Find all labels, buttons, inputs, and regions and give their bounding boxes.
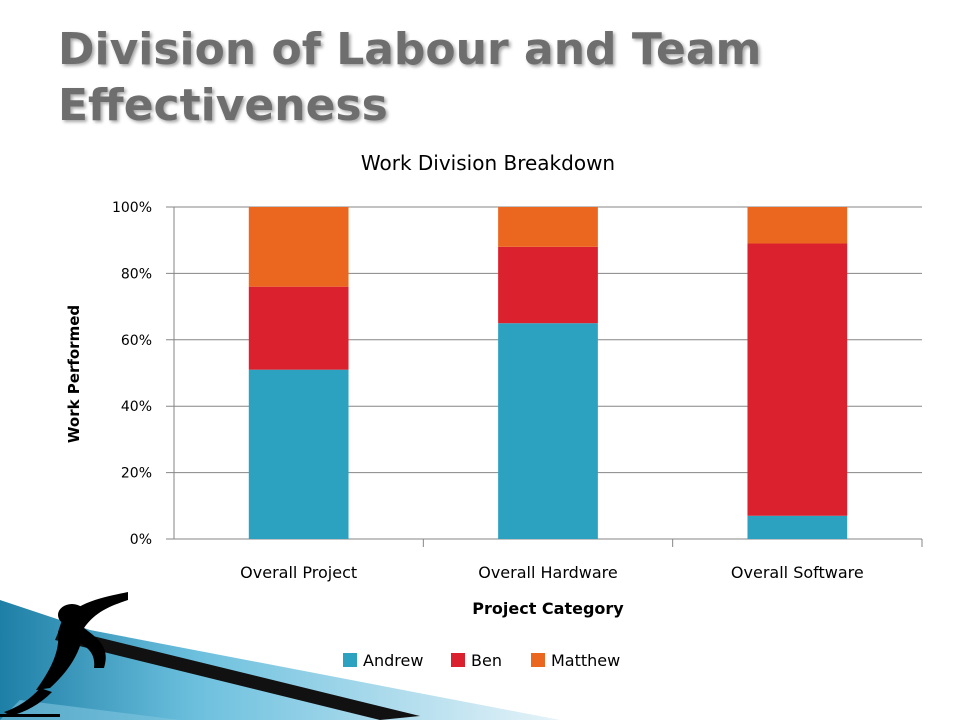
bar-ben-3 xyxy=(747,243,848,516)
legend-label-ben: Ben xyxy=(471,651,502,670)
y-tick-label: 0% xyxy=(130,532,152,548)
y-axis-ticks: 0% 20% 40% 60% 80% 100% xyxy=(112,200,152,548)
y-tick-label: 80% xyxy=(121,266,152,282)
bar-ben-2 xyxy=(498,246,598,324)
legend-swatch-matthew xyxy=(531,653,545,667)
x-axis-ticks: Overall Project Overall Hardware Overall S… xyxy=(240,539,923,582)
bar-andrew-2 xyxy=(498,323,598,539)
chart-bars xyxy=(248,207,848,539)
bar-matthew-2 xyxy=(498,207,598,247)
legend-swatch-ben xyxy=(451,653,465,667)
slide-title: Division of Labour and Team Effectivenes… xyxy=(58,24,762,131)
x-tick-label: Overall Hardware xyxy=(478,563,618,582)
bar-matthew-1 xyxy=(248,207,349,287)
speed-skater-silhouette-icon xyxy=(0,592,128,717)
bar-andrew-1 xyxy=(248,369,349,539)
chart-legend: Andrew Ben Matthew xyxy=(343,651,620,670)
bar-ben-1 xyxy=(248,286,349,370)
y-tick-label: 60% xyxy=(121,333,152,349)
y-axis-label: Work Performed xyxy=(65,305,83,443)
bar-matthew-3 xyxy=(747,207,848,244)
y-tick-label: 100% xyxy=(112,200,152,216)
y-tick-label: 20% xyxy=(121,466,152,482)
legend-label-matthew: Matthew xyxy=(551,651,620,670)
chart-title: Work Division Breakdown xyxy=(361,151,615,175)
x-tick-label: Overall Project xyxy=(240,563,357,582)
x-axis-label: Project Category xyxy=(472,599,624,618)
legend-label-andrew: Andrew xyxy=(363,651,423,670)
x-tick-label: Overall Software xyxy=(731,563,864,582)
legend-swatch-andrew xyxy=(343,653,357,667)
bar-andrew-3 xyxy=(747,515,848,539)
y-tick-label: 40% xyxy=(121,399,152,415)
